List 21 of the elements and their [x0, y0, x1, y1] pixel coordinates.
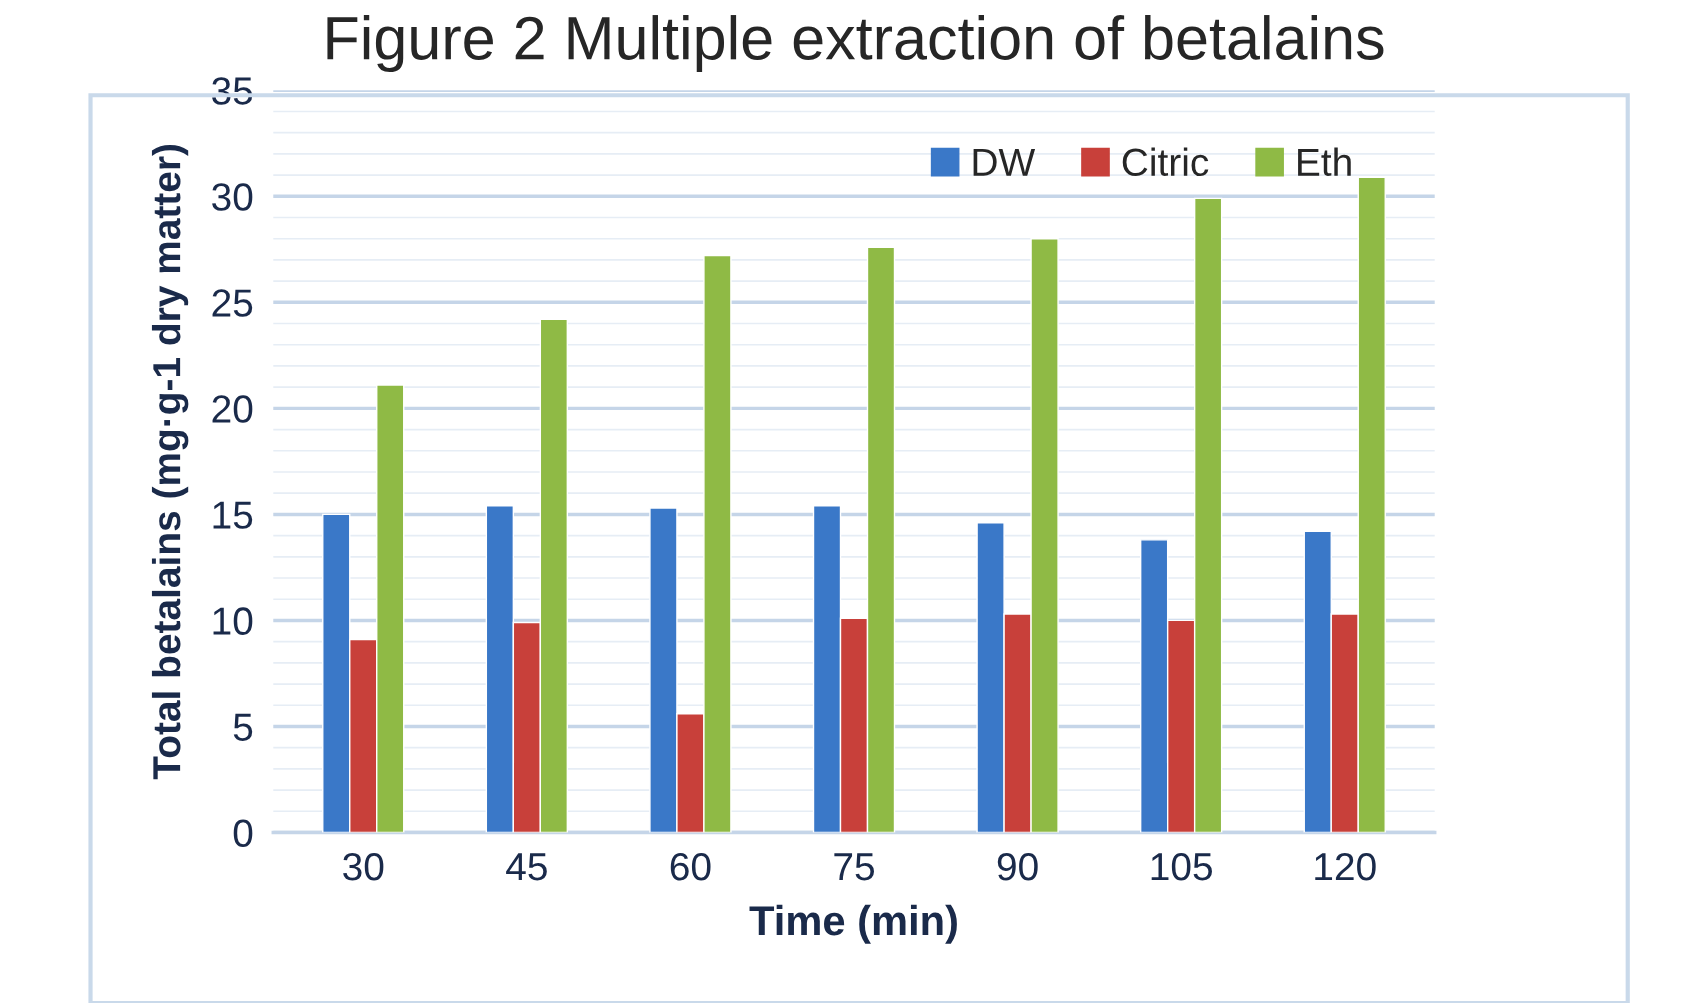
y-axis-title: Total betalains (mg·g-1 dry matter): [151, 144, 189, 780]
x-axis-title: Time (min): [749, 904, 957, 944]
x-tick-label: 45: [506, 853, 547, 881]
y-tick-label: 20: [212, 395, 253, 423]
y-tick-label: 30: [212, 183, 253, 211]
y-tick-label: 5: [233, 713, 253, 741]
y-tick-label: 35: [212, 77, 253, 105]
y-tick-label: 15: [213, 501, 253, 529]
x-tick-label: 105: [1151, 852, 1212, 881]
y-tick-label: 10: [213, 607, 253, 635]
chart-title: Figure 2 Multiple extraction of betalains: [327, 15, 1384, 73]
x-tick-label: 120: [1315, 852, 1376, 881]
x-tick-label: 90: [997, 852, 1038, 881]
legend-label: Eth: [1298, 147, 1351, 177]
legend-label: DW: [973, 148, 1036, 176]
x-tick-label: 30: [343, 852, 384, 881]
legend-label: Citric: [1122, 147, 1209, 177]
y-tick-label: 0: [233, 819, 253, 847]
y-tick-label: 25: [212, 289, 253, 317]
x-tick-label: 60: [670, 852, 711, 881]
x-tick-label: 75: [834, 853, 874, 881]
